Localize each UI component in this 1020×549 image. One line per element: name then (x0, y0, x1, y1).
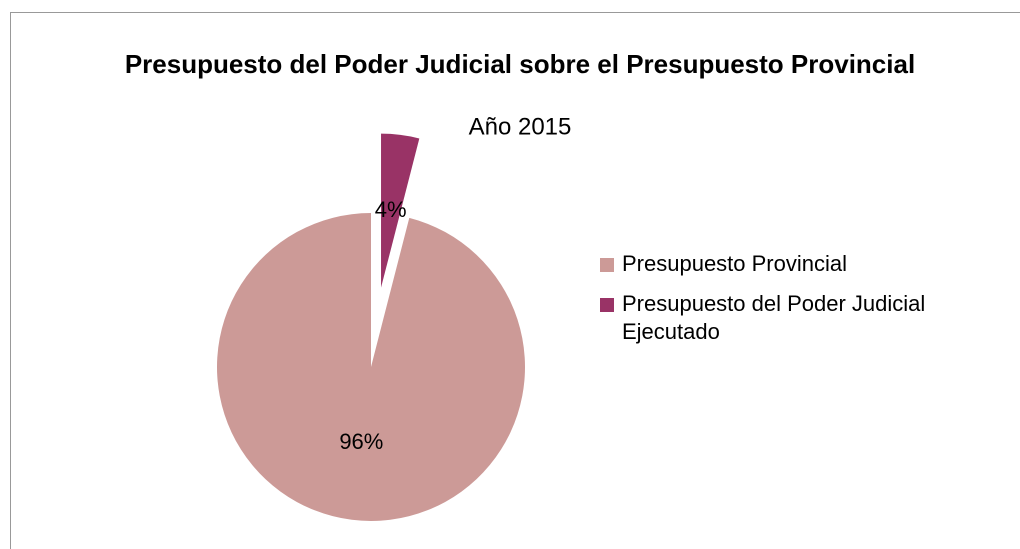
legend-item: Presupuesto del Poder Judicial Ejecutado (600, 290, 980, 346)
data-label: 96% (339, 429, 383, 454)
pie-slice (216, 213, 525, 521)
legend-item: Presupuesto Provincial (600, 250, 980, 278)
data-label: 4% (375, 197, 407, 222)
legend: Presupuesto Provincial Presupuesto del Po… (600, 250, 980, 358)
legend-swatch (600, 258, 614, 272)
legend-label: Presupuesto Provincial (622, 251, 848, 276)
legend-swatch (600, 298, 614, 312)
legend-label: Presupuesto del Poder Judicial Ejecutado (622, 291, 926, 344)
chart-border (10, 12, 1020, 549)
chart-subtitle: Año 2015 (469, 113, 572, 140)
chart-title: Presupuesto del Poder Judicial sobre el … (125, 49, 915, 79)
pie-slice (381, 133, 420, 288)
